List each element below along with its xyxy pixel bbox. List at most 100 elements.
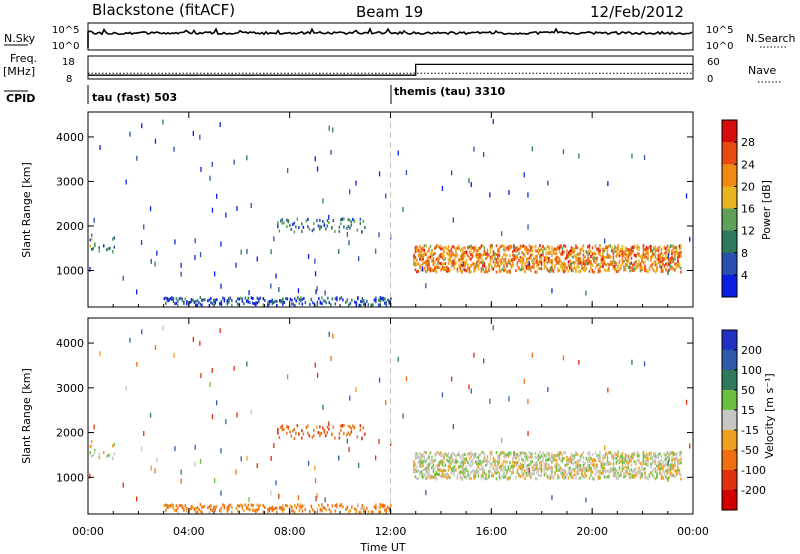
power-cell	[545, 265, 547, 269]
velocity-cell	[546, 468, 549, 472]
power-cell	[233, 159, 235, 165]
velocity-cell	[660, 466, 663, 470]
power-cell	[588, 261, 591, 265]
velocity-cell	[446, 474, 448, 478]
power-cell	[281, 218, 284, 221]
colorbar-swatch	[722, 230, 737, 254]
power-cell	[607, 181, 609, 187]
velocity-cell	[428, 455, 430, 459]
velocity-cell	[295, 506, 298, 510]
power-cell	[531, 249, 534, 253]
power-cell	[530, 256, 532, 260]
velocity-cell	[618, 458, 621, 462]
velocity-cell	[432, 466, 435, 470]
velocity-cell	[600, 471, 603, 475]
velocity-cell	[210, 508, 212, 512]
power-cell	[397, 150, 399, 156]
velocity-cell	[546, 463, 549, 467]
velocity-cell	[551, 470, 553, 473]
velocity-cell	[434, 473, 436, 477]
power-cell	[513, 255, 516, 259]
velocity-cell	[459, 461, 462, 465]
power-cell	[657, 255, 660, 259]
power-cell	[630, 266, 633, 270]
power-cell	[597, 247, 600, 251]
power-cell	[211, 207, 214, 213]
velocity-cell	[508, 396, 510, 402]
power-cell	[301, 302, 304, 306]
velocity-cell	[277, 427, 279, 431]
velocity-cell	[516, 455, 519, 459]
velocity-cell	[504, 464, 507, 468]
power-cell	[220, 241, 222, 247]
velocity-cell	[527, 464, 529, 468]
power-cell	[552, 268, 555, 272]
velocity-cell	[525, 464, 528, 467]
velocity-cell	[657, 467, 660, 471]
velocity-cell	[461, 463, 463, 467]
power-cell	[477, 267, 480, 271]
velocity-cell	[461, 454, 463, 458]
velocity-cell	[599, 450, 601, 454]
velocity-cell	[656, 469, 658, 473]
power-cell	[675, 246, 678, 250]
power-cell	[497, 253, 499, 257]
velocity-cell	[665, 460, 667, 464]
velocity-cell	[416, 456, 418, 460]
velocity-cell	[593, 458, 595, 461]
velocity-cell	[612, 473, 615, 477]
power-cell	[349, 189, 351, 195]
velocity-cell	[629, 476, 631, 480]
power-cell	[573, 247, 576, 251]
power-cell	[572, 267, 574, 271]
power-cell	[483, 246, 486, 250]
power-cell	[479, 253, 481, 257]
velocity-cell	[639, 462, 642, 466]
velocity-cell	[293, 437, 296, 441]
power-cell	[596, 256, 598, 260]
power-cell	[566, 249, 568, 253]
velocity-cell	[611, 456, 613, 460]
velocity-cell	[216, 505, 218, 509]
power-cell	[379, 303, 382, 307]
power-cell	[437, 256, 439, 260]
velocity-cell	[578, 359, 580, 365]
velocity-cell	[563, 475, 565, 479]
velocity-cell	[444, 469, 447, 472]
power-cell	[417, 249, 420, 253]
velocity-cell	[447, 464, 450, 468]
velocity-cell	[660, 474, 663, 478]
velocity-cell	[572, 454, 574, 458]
power-cell	[467, 267, 469, 270]
velocity-cell	[561, 453, 564, 457]
power-cell	[294, 304, 296, 308]
velocity-cell	[630, 453, 633, 456]
velocity-cell	[654, 460, 657, 464]
velocity-cell	[378, 505, 380, 509]
velocity-cell	[482, 474, 484, 478]
power-cell	[428, 264, 430, 268]
power-cell	[614, 260, 616, 264]
power-cell	[516, 248, 519, 252]
velocity-cell	[627, 462, 630, 466]
velocity-cell	[482, 460, 484, 464]
velocity-cell	[547, 387, 549, 392]
power-cell	[579, 269, 582, 273]
velocity-cell	[325, 434, 327, 438]
power-cell	[192, 130, 194, 136]
power-cell	[506, 270, 508, 274]
velocity-cell	[627, 454, 630, 458]
velocity-cell	[289, 504, 292, 508]
velocity-cell	[324, 506, 326, 510]
power-cell	[638, 259, 640, 263]
power-cell	[551, 245, 553, 249]
velocity-cell	[453, 460, 456, 464]
velocity-cell	[629, 472, 631, 476]
power-cell	[413, 253, 415, 257]
velocity-cell	[494, 463, 496, 467]
velocity-cell	[599, 472, 601, 476]
velocity-cell	[367, 510, 370, 514]
power-cell	[485, 267, 487, 270]
velocity-cell	[665, 457, 667, 461]
